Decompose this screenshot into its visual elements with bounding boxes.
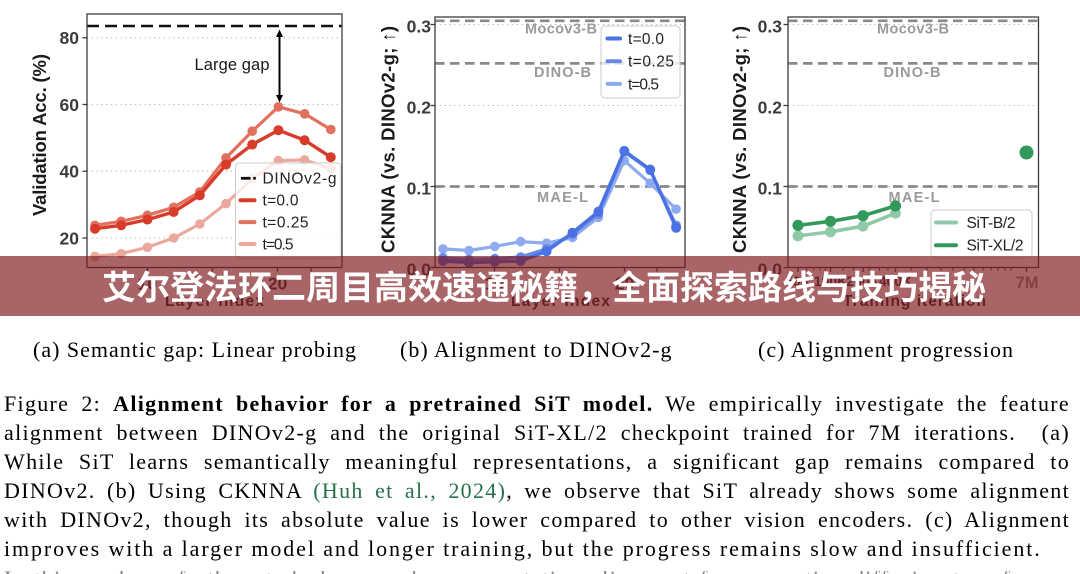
svg-text:t=0.25: t=0.25: [628, 54, 674, 71]
svg-text:DINO-B: DINO-B: [884, 65, 941, 81]
svg-text:t=0.25: t=0.25: [263, 215, 309, 232]
svg-text:60: 60: [60, 95, 80, 115]
svg-text:0.1: 0.1: [758, 179, 783, 199]
svg-text:0.3: 0.3: [758, 17, 783, 37]
svg-text:MAE-L: MAE-L: [889, 190, 940, 206]
svg-text:t=0.5: t=0.5: [628, 76, 659, 93]
svg-text:t=0.5: t=0.5: [263, 236, 294, 253]
svg-text:CKNNA (vs. DINOv2-g; ↑): CKNNA (vs. DINOv2-g; ↑): [729, 26, 750, 253]
svg-text:CKNNA (vs. DINOv2-g; ↑): CKNNA (vs. DINOv2-g; ↑): [378, 26, 399, 253]
svg-text:40: 40: [60, 162, 80, 182]
svg-text:0.1: 0.1: [407, 179, 432, 199]
svg-text:0.2: 0.2: [407, 98, 432, 118]
svg-text:DINOv2-g: DINOv2-g: [263, 171, 337, 188]
svg-text:Mocov3-B: Mocov3-B: [877, 22, 949, 38]
svg-text:0.2: 0.2: [758, 98, 783, 118]
svg-text:20: 20: [60, 228, 80, 248]
svg-text:Validation Acc. (%): Validation Acc. (%): [29, 54, 50, 216]
svg-text:DINO-B: DINO-B: [534, 65, 591, 81]
svg-text:t=0.0: t=0.0: [263, 193, 299, 210]
svg-text:0.3: 0.3: [407, 17, 432, 37]
svg-text:Large gap: Large gap: [195, 56, 270, 74]
svg-text:SiT-B/2: SiT-B/2: [967, 215, 1016, 232]
svg-text:80: 80: [60, 28, 80, 48]
svg-text:SiT-XL/2: SiT-XL/2: [967, 238, 1024, 255]
svg-text:t=0.0: t=0.0: [628, 31, 664, 48]
svg-text:MAE-L: MAE-L: [537, 190, 588, 206]
svg-text:Mocov3-B: Mocov3-B: [525, 22, 597, 38]
